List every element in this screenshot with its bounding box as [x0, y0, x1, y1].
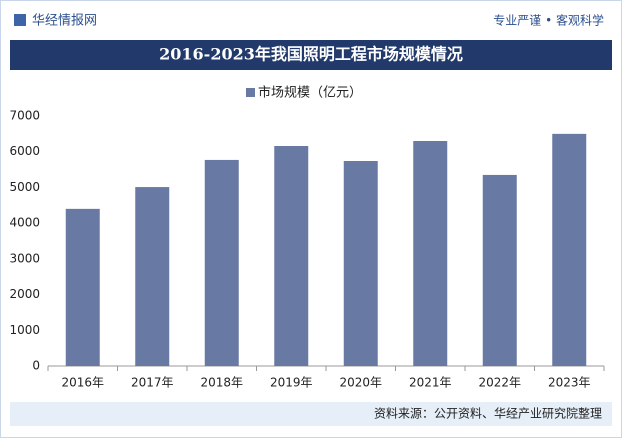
y-tick-label: 4000: [9, 216, 40, 230]
chart-title: 2016-2023年我国照明工程市场规模情况: [159, 45, 463, 64]
logo-icon: [14, 14, 26, 26]
y-tick-label: 5000: [9, 180, 40, 194]
x-tick-label: 2017年: [131, 376, 174, 390]
x-tick-label: 2016年: [61, 376, 104, 390]
x-tick-label: 2022年: [478, 376, 521, 390]
y-tick-label: 7000: [9, 109, 40, 123]
bar: [343, 161, 378, 366]
bar: [135, 187, 170, 366]
x-tick-label: 2019年: [270, 376, 313, 390]
bar: [552, 133, 587, 366]
y-tick-label: 6000: [9, 144, 40, 158]
x-tick-label: 2018年: [200, 376, 243, 390]
x-tick-label: 2023年: [548, 376, 591, 390]
y-tick-label: 1000: [9, 323, 40, 337]
legend-label: 市场规模（亿元）: [258, 85, 362, 101]
y-tick-label: 3000: [9, 251, 40, 265]
bar: [274, 146, 309, 366]
bar: [204, 159, 239, 366]
bar: [65, 208, 100, 366]
logo: 华经情报网: [32, 14, 97, 29]
source: 资料来源：公开资料、华经产业研究院整理: [374, 406, 602, 421]
y-tick-label: 0: [32, 359, 40, 373]
x-tick-label: 2020年: [339, 376, 382, 390]
legend-swatch: [246, 88, 255, 97]
x-tick-label: 2021年: [409, 376, 452, 390]
bar: [482, 174, 517, 366]
footer-bar: [10, 402, 612, 426]
bar: [413, 141, 448, 366]
y-tick-label: 2000: [9, 287, 40, 301]
slogan: 专业严谨 • 客观科学: [493, 13, 604, 28]
title-bar: [10, 40, 612, 70]
